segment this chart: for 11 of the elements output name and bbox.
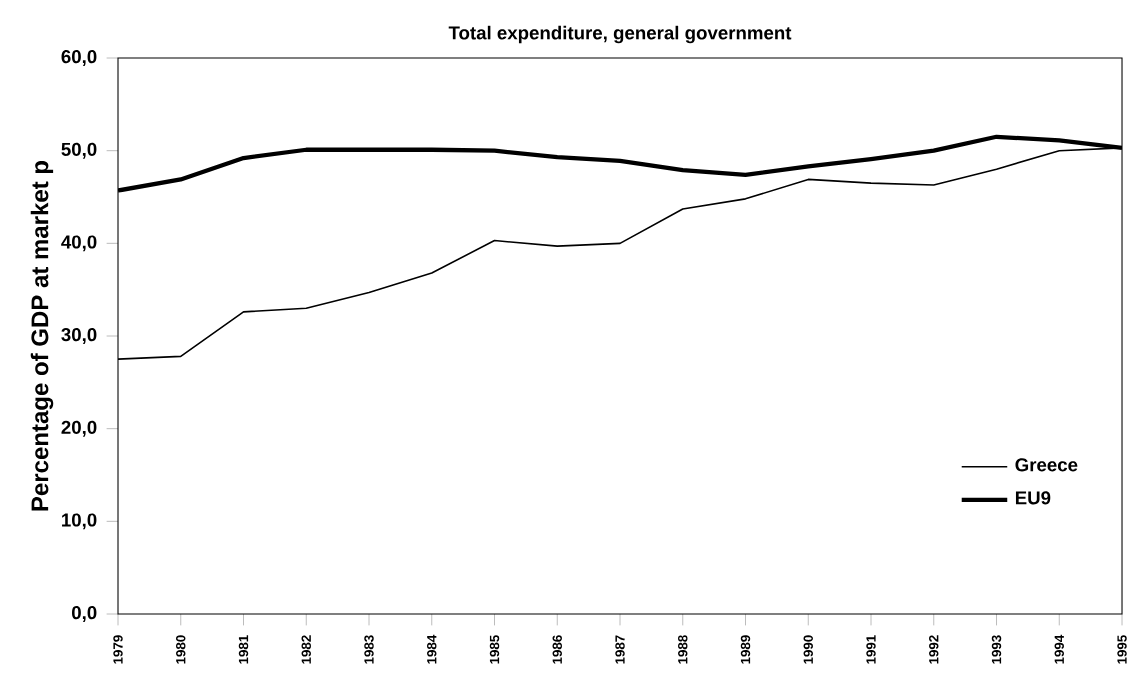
y-tick-label: 30,0 (61, 328, 97, 344)
legend-label: Greece (1015, 458, 1078, 472)
y-tick-label: 50,0 (61, 142, 97, 159)
chart-title: Total expenditure, general government (448, 25, 792, 44)
y-tick-label: 0,0 (72, 606, 97, 622)
y-tick-label: 60,0 (61, 50, 97, 66)
legend-label: EU9 (1015, 491, 1051, 505)
y-tick-label: 10,0 (62, 513, 97, 530)
y-tick-label: 40,0 (61, 235, 97, 252)
y-tick-label: 20,0 (61, 420, 97, 437)
y-axis-title: Percentage of GDP at market p (30, 160, 54, 511)
